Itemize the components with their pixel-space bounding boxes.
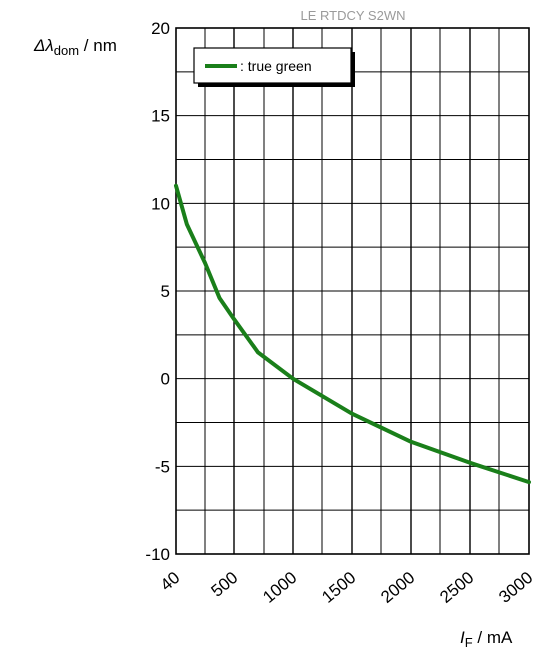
plot-frame bbox=[175, 27, 530, 555]
y-tick-label: -5 bbox=[155, 457, 170, 476]
x-tick-label: 500 bbox=[208, 568, 242, 601]
y-axis-label: Δλdom / nm bbox=[33, 36, 117, 58]
x-axis-subscript: F bbox=[465, 635, 473, 650]
grid bbox=[175, 27, 530, 555]
x-tick-label: 3000 bbox=[495, 568, 536, 607]
y-axis-unit: / nm bbox=[79, 36, 117, 55]
y-tick-label: 15 bbox=[151, 107, 170, 126]
x-axis-label: IF / mA bbox=[460, 628, 513, 650]
x-tick-labels: 40 500 1000 1500 2000 2500 3000 bbox=[157, 568, 537, 607]
x-tick-label: 1000 bbox=[259, 568, 300, 607]
x-axis-unit: / mA bbox=[473, 628, 513, 647]
x-axis-symbol: I bbox=[460, 628, 465, 647]
y-tick-label: 20 bbox=[151, 19, 170, 38]
x-tick-label: 1500 bbox=[318, 568, 359, 607]
plot-area bbox=[174, 183, 531, 485]
x-tick-label: 40 bbox=[157, 568, 184, 595]
y-tick-label: 0 bbox=[161, 370, 170, 389]
legend: : true green bbox=[193, 47, 355, 87]
legend-label: : true green bbox=[240, 58, 312, 74]
y-tick-label: 10 bbox=[151, 194, 170, 213]
y-axis-symbol: Δλ bbox=[33, 36, 54, 55]
y-tick-labels: 20 15 10 5 0 -5 -10 bbox=[145, 19, 170, 564]
y-tick-label: -10 bbox=[145, 545, 170, 564]
x-tick-label: 2500 bbox=[436, 568, 477, 607]
y-tick-label: 5 bbox=[161, 282, 170, 301]
series-line-0 bbox=[174, 183, 531, 485]
x-tick-label: 2000 bbox=[377, 568, 418, 607]
y-axis-subscript: dom bbox=[54, 43, 79, 58]
watermark: LE RTDCY S2WN bbox=[301, 8, 406, 23]
